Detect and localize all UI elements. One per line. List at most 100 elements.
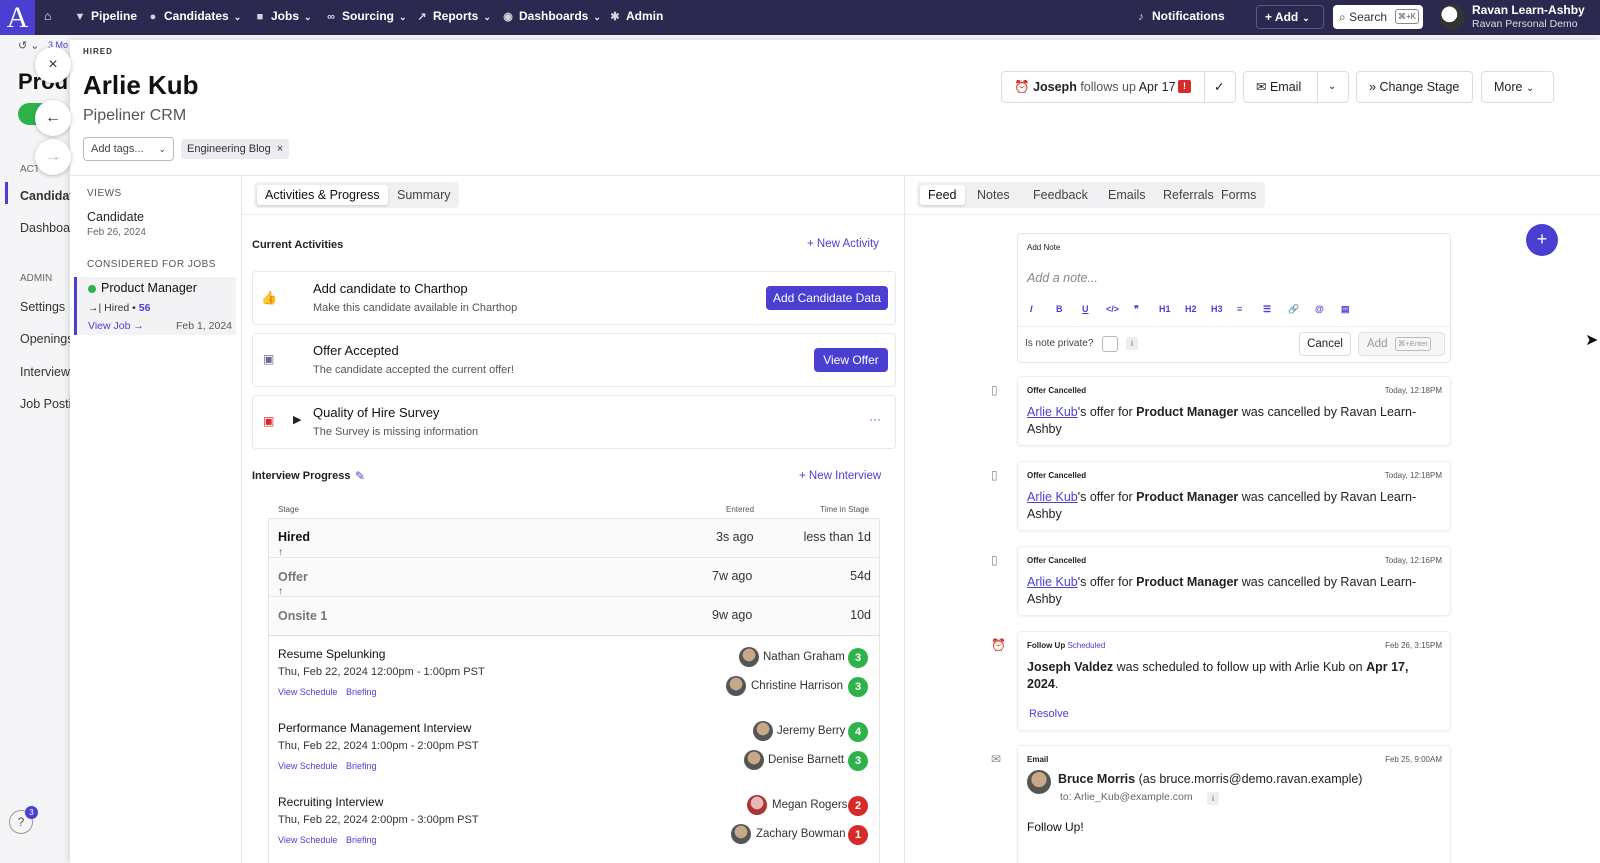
candidate-link[interactable]: Arlie Kub bbox=[1027, 490, 1078, 504]
cancel-button[interactable]: Cancel bbox=[1299, 332, 1351, 356]
interviewer-name[interactable]: Zachary Bowman bbox=[756, 828, 846, 840]
home-icon[interactable]: ⌂ bbox=[44, 9, 52, 23]
bold-icon[interactable]: B bbox=[1056, 304, 1063, 314]
candidate-link[interactable]: Arlie Kub bbox=[1027, 575, 1078, 589]
sidebar-item-candidates[interactable]: Candidat bbox=[20, 189, 74, 203]
nav-sourcing[interactable]: ∞ Sourcing ⌄ bbox=[325, 0, 406, 35]
italic-icon[interactable]: I bbox=[1030, 304, 1033, 314]
view-job-link[interactable]: View Job → bbox=[88, 320, 144, 332]
user-name[interactable]: Ravan Learn-Ashby bbox=[1472, 3, 1585, 17]
interview-table: Hired 3s ago less than 1d ↑ Offer 7w ago… bbox=[268, 518, 880, 863]
tab-feed[interactable]: Feed bbox=[920, 185, 965, 205]
chevron-down-icon[interactable]: ⌄ bbox=[1328, 81, 1337, 92]
more-options-icon[interactable]: ··· bbox=[869, 412, 881, 426]
section-label: ACT bbox=[20, 164, 40, 175]
add-tags-select[interactable]: Add tags... ⌄ bbox=[83, 137, 174, 161]
note-input[interactable]: Add a note... bbox=[1027, 271, 1098, 285]
view-schedule-link[interactable]: View Schedule bbox=[278, 687, 338, 697]
new-interview-button[interactable]: + New Interview bbox=[799, 470, 882, 482]
interviewer-name[interactable]: Denise Barnett bbox=[768, 754, 845, 766]
interviewer-name[interactable]: Jeremy Berry bbox=[777, 725, 846, 737]
candidate-link[interactable]: Arlie Kub bbox=[1027, 405, 1078, 419]
sidebar-item-settings[interactable]: Settings bbox=[20, 300, 66, 314]
sidebar-item-dashboards[interactable]: Dashboa bbox=[20, 221, 71, 235]
nav-reports[interactable]: ↗ Reports ⌄ bbox=[416, 0, 491, 35]
h1-icon[interactable]: H1 bbox=[1159, 304, 1171, 314]
user-avatar[interactable] bbox=[1439, 4, 1465, 30]
code-icon[interactable]: </> bbox=[1106, 304, 1120, 314]
edit-pencil-icon[interactable]: ✎ bbox=[355, 469, 366, 483]
view-schedule-link[interactable]: View Schedule bbox=[278, 835, 338, 845]
tab-referrals[interactable]: Referrals bbox=[1163, 188, 1214, 202]
tab-emails[interactable]: Emails bbox=[1108, 188, 1146, 202]
tab-feedback[interactable]: Feedback bbox=[1033, 188, 1088, 202]
mention-icon[interactable]: @ bbox=[1315, 304, 1324, 314]
tab-forms[interactable]: Forms bbox=[1221, 188, 1257, 202]
change-stage-button[interactable]: » Change Stage bbox=[1356, 71, 1473, 103]
new-activity-button[interactable]: + New Activity bbox=[807, 238, 879, 250]
followup-button[interactable]: ⏰ Joseph follows up Apr 17 ! ✓ bbox=[1001, 71, 1236, 103]
quote-icon[interactable]: ❞ bbox=[1134, 304, 1139, 314]
resolve-button[interactable]: Resolve bbox=[1029, 708, 1069, 720]
nav-candidates[interactable]: ● Candidates ⌄ bbox=[147, 0, 242, 35]
interviewer-name[interactable]: Megan Rogers bbox=[772, 799, 848, 811]
interviewer-name[interactable]: Nathan Graham bbox=[763, 651, 845, 663]
add-candidate-data-button[interactable]: Add Candidate Data bbox=[766, 286, 888, 310]
close-icon[interactable]: × bbox=[35, 47, 71, 83]
score-badge: 1 bbox=[848, 825, 868, 845]
forward-arrow-icon[interactable]: → bbox=[35, 139, 71, 175]
tab-notes[interactable]: Notes bbox=[977, 188, 1010, 202]
briefing-link[interactable]: Briefing bbox=[346, 687, 377, 697]
col-stage: Stage bbox=[278, 505, 299, 514]
add-note-button[interactable]: Add ⌘+Enter bbox=[1358, 332, 1445, 356]
binoculars-icon: ∞ bbox=[327, 11, 335, 23]
expand-icon[interactable]: ▶ bbox=[293, 414, 302, 426]
remove-tag-icon[interactable]: × bbox=[276, 143, 284, 155]
ordered-list-icon[interactable]: ≡ bbox=[1237, 304, 1243, 314]
private-checkbox[interactable] bbox=[1102, 336, 1118, 352]
sidebar-item-job-postings[interactable]: Job Posti bbox=[20, 397, 72, 411]
info-icon[interactable]: i bbox=[1207, 792, 1219, 805]
tab-activities[interactable]: Activities & Progress bbox=[257, 185, 388, 205]
h3-icon[interactable]: H3 bbox=[1211, 304, 1223, 314]
sidebar-item-openings[interactable]: Openings bbox=[20, 332, 74, 346]
note-editor: Add Note Add a note... I B U </> ❞ H1 H2… bbox=[1017, 233, 1451, 363]
app-logo[interactable]: A bbox=[0, 0, 35, 35]
col-entered: Entered bbox=[726, 505, 755, 514]
view-offer-button[interactable]: View Offer bbox=[814, 348, 888, 372]
underline-icon[interactable]: U bbox=[1082, 304, 1089, 314]
template-icon[interactable]: ▤ bbox=[1341, 304, 1350, 314]
stage-entered: 9w ago bbox=[712, 608, 753, 622]
link-icon[interactable]: 🔗 bbox=[1288, 304, 1300, 314]
view-schedule-link[interactable]: View Schedule bbox=[278, 761, 338, 771]
briefing-link[interactable]: Briefing bbox=[346, 835, 377, 845]
tab-summary[interactable]: Summary bbox=[397, 188, 451, 202]
candidate-name: Arlie Kub bbox=[83, 70, 199, 100]
back-arrow-icon[interactable]: ← bbox=[35, 100, 71, 136]
nav-admin[interactable]: ✱ Admin bbox=[609, 0, 663, 35]
interviewer-name[interactable]: Christine Harrison bbox=[751, 680, 844, 692]
email-button[interactable]: ✉ Email ⌄ bbox=[1243, 71, 1349, 103]
nav-jobs[interactable]: ■ Jobs ⌄ bbox=[254, 0, 312, 35]
h2-icon[interactable]: H2 bbox=[1185, 304, 1197, 314]
more-button[interactable]: More ⌄ bbox=[1481, 71, 1554, 103]
info-icon[interactable]: i bbox=[1126, 337, 1138, 350]
clipboard-check-icon: ▣ bbox=[263, 352, 275, 366]
notifications-button[interactable]: ♪ Notifications bbox=[1135, 0, 1224, 35]
feed-time: Today, 12:18PM bbox=[1384, 386, 1442, 395]
history-icon[interactable]: ↺ ⌄ bbox=[18, 40, 40, 52]
view-name[interactable]: Candidate bbox=[87, 210, 144, 224]
check-icon[interactable]: ✓ bbox=[1214, 80, 1225, 94]
bullet-list-icon[interactable]: ☰ bbox=[1263, 304, 1272, 314]
add-fab-button[interactable]: + bbox=[1526, 224, 1558, 256]
help-icon[interactable]: ? bbox=[9, 810, 33, 834]
nav-dashboards[interactable]: ◉ Dashboards ⌄ bbox=[502, 0, 601, 35]
job-card[interactable]: Product Manager →| Hired • 56 View Job →… bbox=[74, 277, 236, 335]
briefing-link[interactable]: Briefing bbox=[346, 761, 377, 771]
sidebar-item-interviews[interactable]: Interview bbox=[20, 365, 71, 379]
job-title: Product Manager bbox=[101, 281, 197, 295]
document-icon: ▯ bbox=[991, 468, 998, 482]
add-button[interactable]: + Add ⌄ bbox=[1256, 5, 1324, 29]
nav-pipeline[interactable]: ▼ Pipeline bbox=[74, 0, 137, 35]
search-button[interactable]: ⌕ Search ⌘+K bbox=[1333, 5, 1423, 29]
